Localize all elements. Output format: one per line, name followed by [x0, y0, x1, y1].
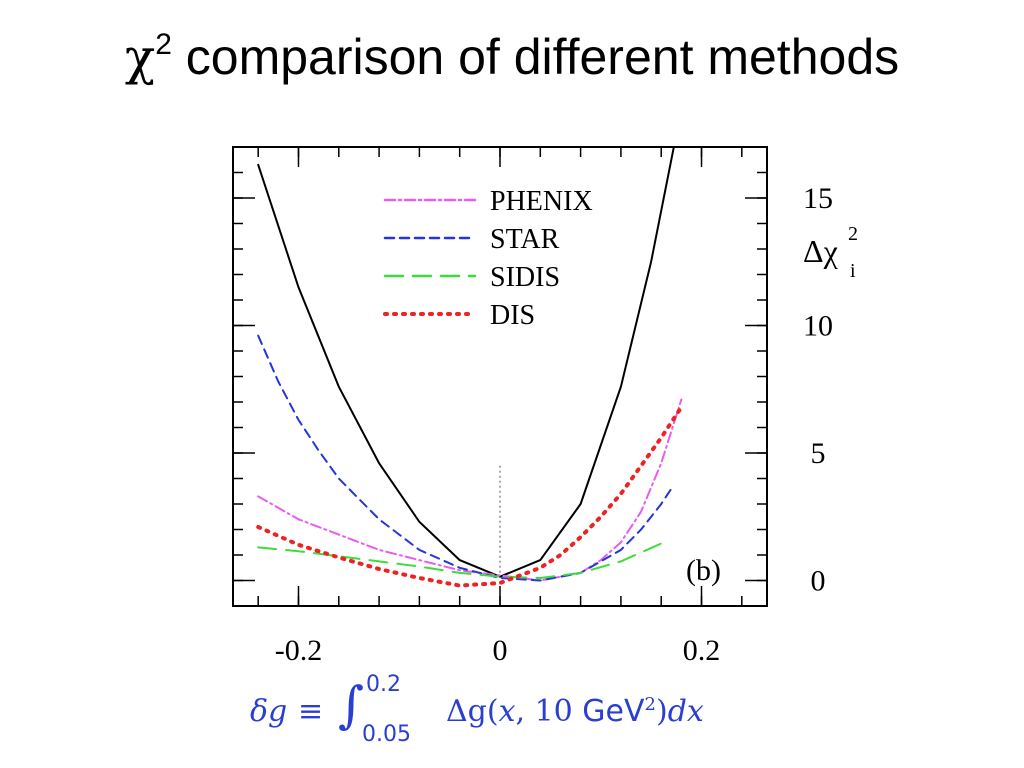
legend-label-star: STAR: [490, 224, 560, 255]
panel-label: (b): [686, 554, 721, 587]
xlabel-equiv: ≡: [298, 694, 324, 729]
xlabel-lower-limit: 0.05: [362, 722, 411, 747]
legend-label-sidis: SIDIS: [490, 262, 560, 293]
title-symbol: χ: [124, 28, 156, 86]
legend-label-dis: DIS: [490, 300, 535, 331]
ylabel-subscript: i: [850, 260, 856, 282]
svg-text:Δχ: Δχ: [803, 233, 839, 269]
series-line-total: [257, 147, 675, 578]
series-line-dis: [256, 405, 684, 588]
ylabel-base: Δχ: [803, 233, 839, 269]
x-tick-label: -0.2: [275, 634, 323, 667]
x-tick-label: 0: [493, 634, 508, 667]
y-tick-label: 5: [811, 437, 826, 470]
xlabel-integrand: Δg(x, 10 GeV2)dx: [446, 694, 704, 729]
x-tick-label: 0.2: [683, 634, 721, 667]
title-text: comparison of different methods: [171, 29, 900, 85]
title-power: 2: [155, 28, 172, 62]
legend-label-phenix: PHENIX: [490, 186, 593, 217]
ylabel-superscript: 2: [848, 223, 858, 245]
x-axis-label: δg ≡ ∫ 0.2 0.05 Δg(x, 10 GeV2)dx: [250, 672, 810, 747]
y-tick-label: 10: [803, 310, 833, 343]
xlabel-integral: ∫: [338, 676, 365, 734]
series-line-star: [257, 334, 673, 582]
y-tick-label: 0: [811, 565, 826, 598]
page-title: χ2 comparison of different methods: [0, 28, 1024, 86]
xlabel-upper-limit: 0.2: [366, 672, 401, 697]
y-tick-label: 15: [803, 182, 833, 215]
xlabel-lhs: δg: [250, 694, 288, 729]
y-axis-label: Δχ 2 i: [803, 223, 858, 282]
